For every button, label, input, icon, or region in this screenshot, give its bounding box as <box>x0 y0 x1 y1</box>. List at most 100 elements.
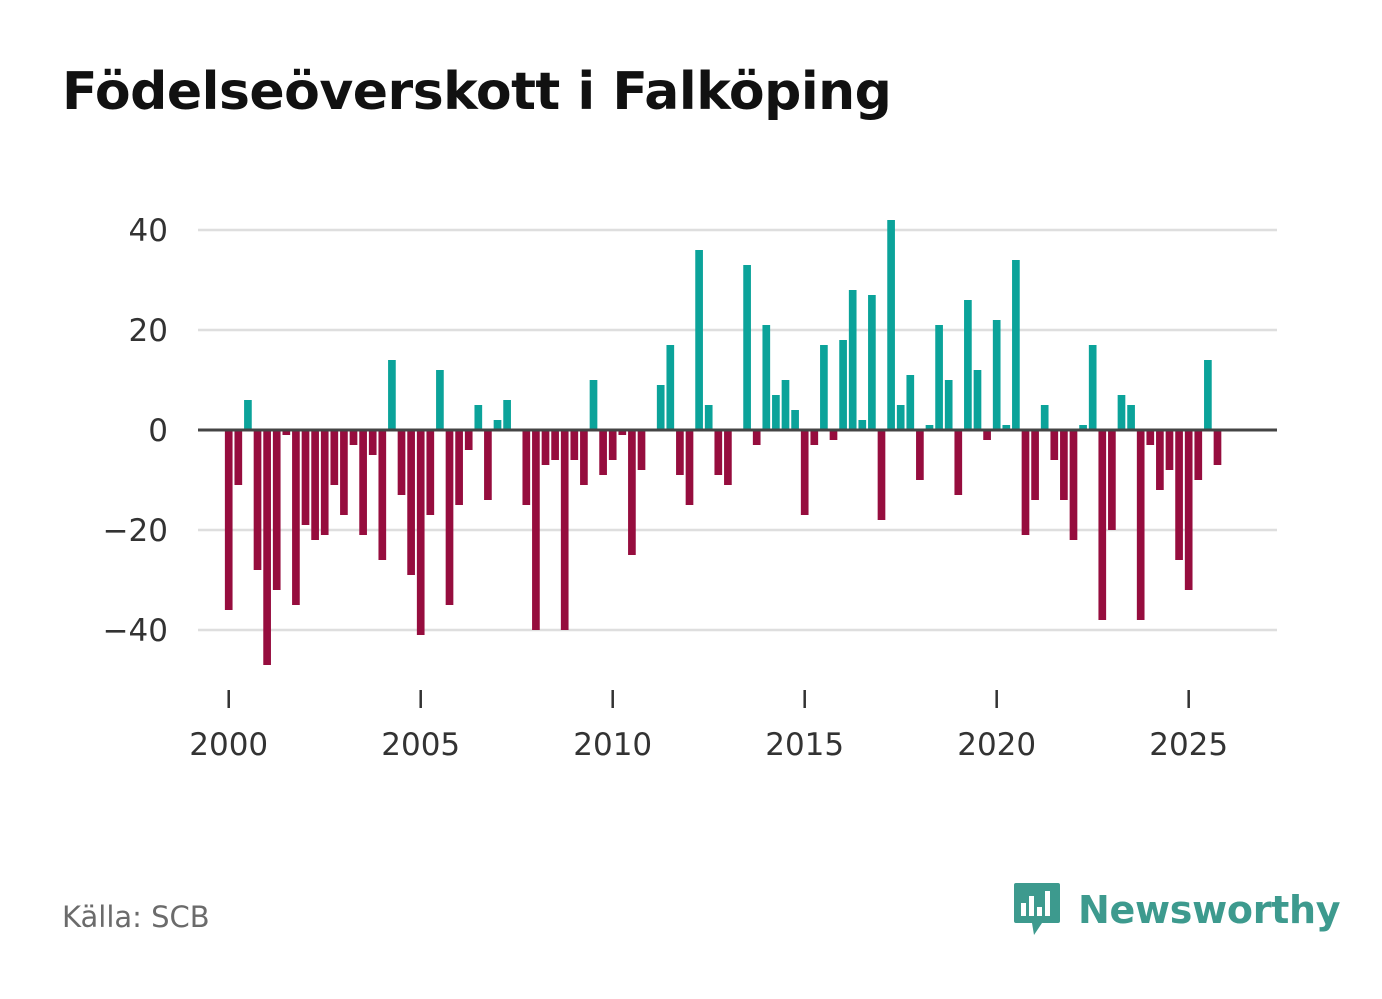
chart-title: Födelseöverskott i Falköping <box>62 62 892 122</box>
bar <box>781 380 790 430</box>
gridlines <box>198 228 1277 632</box>
y-tick-label: 0 <box>148 413 168 449</box>
bar <box>397 430 406 495</box>
bar <box>340 430 348 515</box>
bar <box>484 430 492 500</box>
bar <box>676 430 684 475</box>
bar <box>272 430 281 590</box>
bar <box>848 290 857 430</box>
bar <box>292 430 300 605</box>
bar <box>1060 430 1068 500</box>
bar <box>407 430 415 575</box>
x-tick-label: 2005 <box>381 727 460 763</box>
bar <box>570 430 579 460</box>
bar <box>752 430 761 445</box>
bar <box>608 430 617 460</box>
bar <box>378 430 387 560</box>
bar <box>791 410 799 430</box>
bar <box>599 430 607 475</box>
bar <box>983 430 991 440</box>
bar <box>887 220 895 430</box>
bar <box>1175 430 1183 560</box>
bar <box>426 430 435 515</box>
bar <box>724 430 732 485</box>
bar <box>1127 405 1135 430</box>
bar <box>973 370 982 430</box>
bar <box>1136 430 1145 620</box>
bar <box>416 430 425 635</box>
bar <box>282 430 291 435</box>
bar <box>580 430 588 485</box>
bar <box>1098 430 1107 620</box>
bar <box>1184 430 1193 590</box>
bar <box>224 430 233 610</box>
bar <box>436 370 444 430</box>
bar <box>628 430 636 555</box>
brand-name: Newsworthy <box>1078 888 1341 932</box>
x-tick-label: 2015 <box>765 727 844 763</box>
bar <box>551 430 559 460</box>
bar <box>618 430 627 435</box>
bar <box>992 320 1001 430</box>
bar <box>455 430 463 505</box>
bar <box>1194 430 1203 480</box>
bar <box>349 430 358 445</box>
x-tick-label: 2025 <box>1149 727 1228 763</box>
bar <box>1088 345 1097 430</box>
bar <box>368 430 377 455</box>
bar <box>1021 430 1030 535</box>
bar <box>1146 430 1155 445</box>
x-tick-label: 2000 <box>189 727 268 763</box>
bar <box>589 380 598 430</box>
bar <box>954 430 963 495</box>
bar <box>1069 430 1078 540</box>
bar <box>560 430 569 630</box>
bar <box>388 360 396 430</box>
bar <box>858 420 867 430</box>
bar <box>320 430 329 535</box>
bar <box>474 405 483 430</box>
bar <box>944 380 953 430</box>
y-tick-label: −40 <box>103 613 168 649</box>
bar <box>359 430 367 535</box>
bar <box>666 345 675 430</box>
bar <box>311 430 319 540</box>
bar <box>1165 430 1174 470</box>
bar <box>916 430 924 480</box>
bar <box>935 325 943 430</box>
bar <box>1031 430 1039 500</box>
bar <box>253 430 262 570</box>
bar <box>695 250 703 430</box>
bar <box>263 430 271 665</box>
bar <box>800 430 809 515</box>
newsworthy-chart-bubble-icon <box>1014 883 1060 935</box>
bar <box>637 430 646 470</box>
bar <box>330 430 339 485</box>
bar <box>656 385 665 430</box>
bar <box>810 430 819 445</box>
bar <box>868 295 876 430</box>
x-tick-label: 2020 <box>957 727 1036 763</box>
bar <box>503 400 511 430</box>
bar <box>541 430 550 465</box>
newsworthy-logo[interactable]: Newsworthy <box>1012 880 1341 940</box>
bar <box>522 430 531 505</box>
bar <box>1213 430 1222 465</box>
bar <box>829 430 838 440</box>
bar <box>714 430 723 475</box>
bar <box>234 430 243 485</box>
bar <box>1002 425 1011 430</box>
bar <box>743 265 751 430</box>
bar <box>820 345 828 430</box>
bar <box>839 340 847 430</box>
bar <box>1204 360 1212 430</box>
bar <box>772 395 780 430</box>
bar <box>877 430 886 520</box>
bar <box>1040 405 1049 430</box>
bar <box>1012 260 1020 430</box>
bar <box>464 430 473 450</box>
axes: 40 20 0 −20 −40 2000 2005 2010 2015 2020 2025 <box>103 213 1277 763</box>
bar <box>301 430 310 525</box>
bar <box>1050 430 1059 460</box>
